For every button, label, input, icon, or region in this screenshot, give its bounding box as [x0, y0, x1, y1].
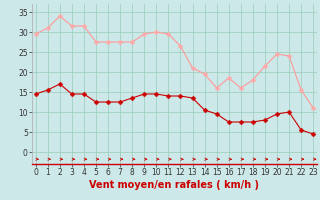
X-axis label: Vent moyen/en rafales ( km/h ): Vent moyen/en rafales ( km/h ) [89, 180, 260, 190]
